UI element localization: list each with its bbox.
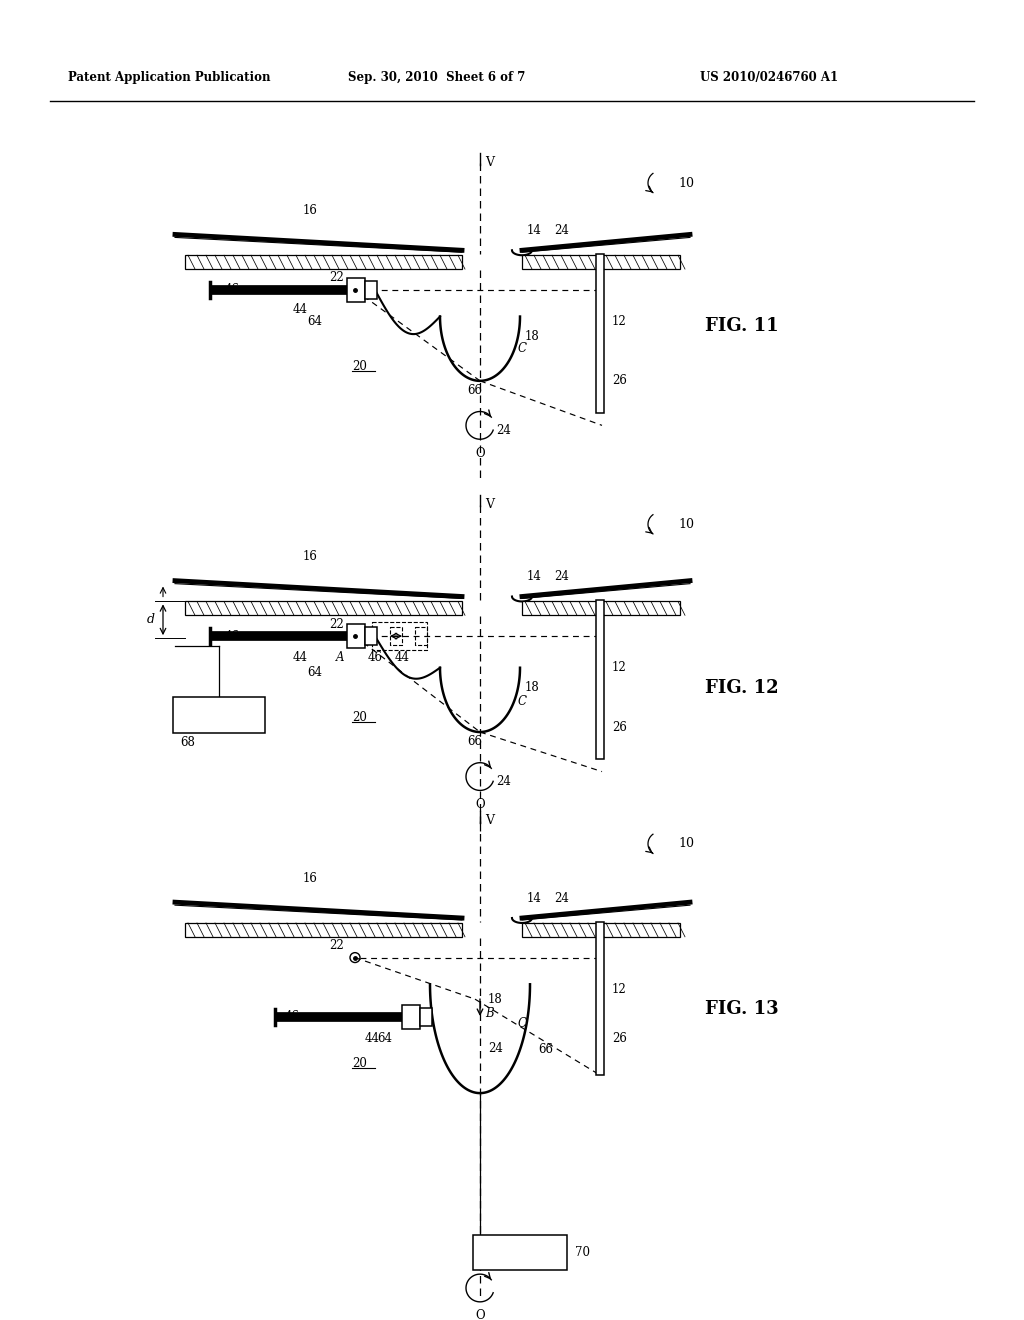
Bar <box>415 627 427 645</box>
Bar <box>596 255 604 413</box>
Text: O: O <box>475 797 484 810</box>
Bar <box>522 923 680 937</box>
FancyBboxPatch shape <box>173 697 265 733</box>
Bar <box>596 921 604 1076</box>
Text: FIG. 12: FIG. 12 <box>705 678 778 697</box>
Bar <box>365 281 377 298</box>
Text: V: V <box>485 814 494 828</box>
Text: MOTOR: MOTOR <box>195 710 244 721</box>
Bar <box>185 602 462 615</box>
Text: 46: 46 <box>225 630 240 643</box>
FancyBboxPatch shape <box>473 1234 567 1270</box>
Text: 10: 10 <box>678 177 694 190</box>
Text: 14: 14 <box>527 570 542 583</box>
Text: 22: 22 <box>330 940 344 952</box>
Text: 26: 26 <box>612 375 627 387</box>
Text: 18: 18 <box>488 993 503 1006</box>
Bar <box>185 255 462 269</box>
Bar <box>402 1005 420 1028</box>
Text: 24: 24 <box>488 1041 503 1055</box>
Text: 44: 44 <box>394 651 410 664</box>
Text: 16: 16 <box>302 550 317 564</box>
Text: B: B <box>485 1007 494 1020</box>
Text: 20: 20 <box>352 710 368 723</box>
Text: 44: 44 <box>293 304 307 315</box>
Bar <box>596 601 604 759</box>
Text: A: A <box>336 651 344 664</box>
Text: 44: 44 <box>365 1032 380 1045</box>
Text: Sep. 30, 2010  Sheet 6 of 7: Sep. 30, 2010 Sheet 6 of 7 <box>348 71 525 83</box>
Text: 10: 10 <box>678 517 694 531</box>
Bar <box>390 627 402 645</box>
Text: 22: 22 <box>330 618 344 631</box>
Bar <box>420 1008 432 1026</box>
Text: O: O <box>475 446 484 459</box>
Text: FIG. 11: FIG. 11 <box>705 317 778 335</box>
Text: 24: 24 <box>554 892 569 904</box>
Text: 66: 66 <box>538 1043 553 1056</box>
Bar <box>372 622 427 649</box>
Text: V: V <box>485 498 494 511</box>
Text: C: C <box>518 1018 527 1031</box>
Text: 46: 46 <box>225 284 240 297</box>
Text: FIG. 13: FIG. 13 <box>705 1001 778 1018</box>
Text: Patent Application Publication: Patent Application Publication <box>68 71 270 83</box>
Text: 12: 12 <box>612 661 627 675</box>
Text: 46: 46 <box>285 1010 300 1023</box>
Bar <box>522 602 680 615</box>
Text: C: C <box>518 342 527 355</box>
Text: 24: 24 <box>554 224 569 238</box>
Bar <box>185 923 462 937</box>
Text: 64: 64 <box>378 1032 392 1045</box>
Text: V: V <box>485 156 494 169</box>
Text: d: d <box>147 614 155 626</box>
Text: 16: 16 <box>302 205 317 218</box>
Text: C: C <box>518 694 527 708</box>
Text: 64: 64 <box>307 667 323 680</box>
Text: 16: 16 <box>302 873 317 884</box>
Text: 66: 66 <box>468 384 482 397</box>
Text: 24: 24 <box>496 424 511 437</box>
Text: 18: 18 <box>525 681 540 694</box>
Text: 12: 12 <box>612 315 627 327</box>
Text: 18: 18 <box>525 330 540 343</box>
Bar <box>347 279 365 302</box>
Text: O: O <box>475 1309 484 1320</box>
Text: 20: 20 <box>352 1057 368 1071</box>
Text: 64: 64 <box>307 315 323 327</box>
Bar <box>365 627 377 645</box>
Text: 44: 44 <box>293 651 307 664</box>
Bar <box>522 255 680 269</box>
Text: 22: 22 <box>330 272 344 285</box>
Text: 24: 24 <box>496 775 511 788</box>
Text: 26: 26 <box>612 721 627 734</box>
Text: 26: 26 <box>612 1032 627 1045</box>
Text: 20: 20 <box>352 359 368 372</box>
Text: 66: 66 <box>468 735 482 748</box>
Text: 24: 24 <box>554 570 569 583</box>
Text: 14: 14 <box>527 892 542 904</box>
Text: 46: 46 <box>368 651 383 664</box>
Text: 12: 12 <box>612 983 627 995</box>
Text: 10: 10 <box>678 837 694 850</box>
Bar <box>347 624 365 648</box>
Text: 14: 14 <box>527 224 542 238</box>
Text: MOTOR: MOTOR <box>496 1247 545 1258</box>
Text: US 2010/0246760 A1: US 2010/0246760 A1 <box>700 71 838 83</box>
Text: 68: 68 <box>180 737 195 750</box>
Text: 70: 70 <box>575 1246 590 1259</box>
